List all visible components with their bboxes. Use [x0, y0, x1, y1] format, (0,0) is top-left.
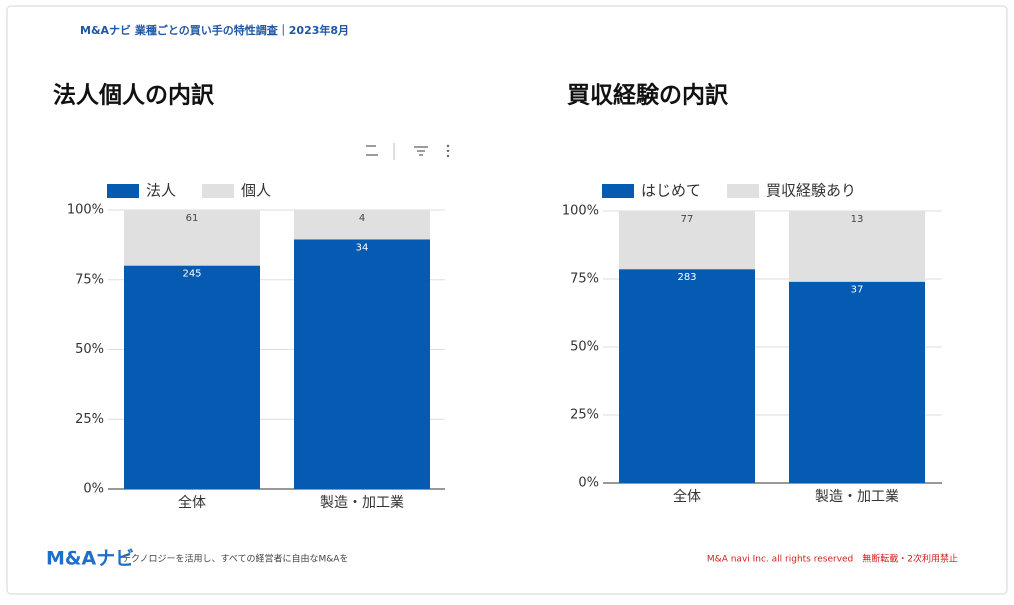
legend-swatch	[727, 184, 760, 198]
logo: M&Aナビ	[46, 548, 134, 570]
data-label: 37	[851, 285, 864, 296]
y-tick-label: 75%	[570, 272, 599, 287]
x-tick-label: 全体	[178, 494, 206, 511]
x-tick-label: 製造・加工業	[320, 495, 404, 511]
tagline: テクノロジーを活用し、すべての経営者に自由なM&Aを	[122, 553, 348, 565]
bar-segment	[789, 211, 925, 282]
chart-title: 買収経験の内訳	[567, 82, 729, 109]
legend-label: 個人	[241, 182, 271, 200]
bar-segment	[294, 210, 430, 240]
y-tick-label: 0%	[578, 476, 599, 491]
y-tick-label: 25%	[570, 408, 599, 423]
legend-swatch	[202, 184, 235, 198]
chart-title: 法人個人の内訳	[53, 82, 215, 109]
data-label: 34	[356, 242, 369, 253]
header: M&Aナビ 業種ごとの買い手の特性調査｜2023年8月	[80, 23, 349, 37]
y-tick-label: 100%	[67, 203, 104, 218]
y-tick-label: 50%	[570, 340, 599, 355]
legend-label: はじめて	[641, 182, 701, 200]
bar-segment	[294, 239, 430, 489]
data-label: 4	[359, 213, 365, 224]
y-tick-label: 25%	[75, 412, 104, 427]
bar-segment	[619, 211, 755, 270]
copyright: M&A navi Inc. all rights reserved 無断転載・2…	[707, 553, 958, 565]
legend-label: 法人	[146, 182, 176, 200]
bar-segment	[789, 281, 925, 483]
data-label: 61	[186, 213, 199, 224]
data-label: 77	[681, 214, 694, 225]
x-tick-label: 製造・加工業	[815, 489, 899, 505]
legend-swatch	[107, 184, 139, 198]
y-tick-label: 50%	[75, 342, 104, 357]
bar-segment	[124, 265, 260, 489]
bar-segment	[124, 210, 260, 266]
data-label: 13	[851, 214, 864, 225]
x-tick-label: 全体	[673, 488, 701, 505]
data-label: 245	[182, 269, 201, 280]
y-tick-label: 100%	[562, 204, 599, 219]
y-tick-label: 0%	[83, 482, 104, 497]
legend-label: 買収経験あり	[766, 182, 856, 200]
bar-segment	[619, 269, 755, 483]
legend-swatch	[602, 184, 634, 198]
y-tick-label: 75%	[75, 272, 104, 287]
toolbar	[366, 143, 450, 160]
data-label: 283	[677, 272, 696, 283]
